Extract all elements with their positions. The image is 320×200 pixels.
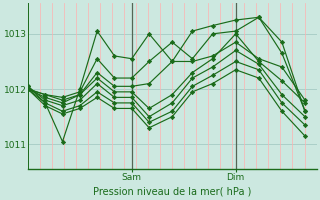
X-axis label: Pression niveau de la mer( hPa ): Pression niveau de la mer( hPa ) [93, 187, 252, 197]
